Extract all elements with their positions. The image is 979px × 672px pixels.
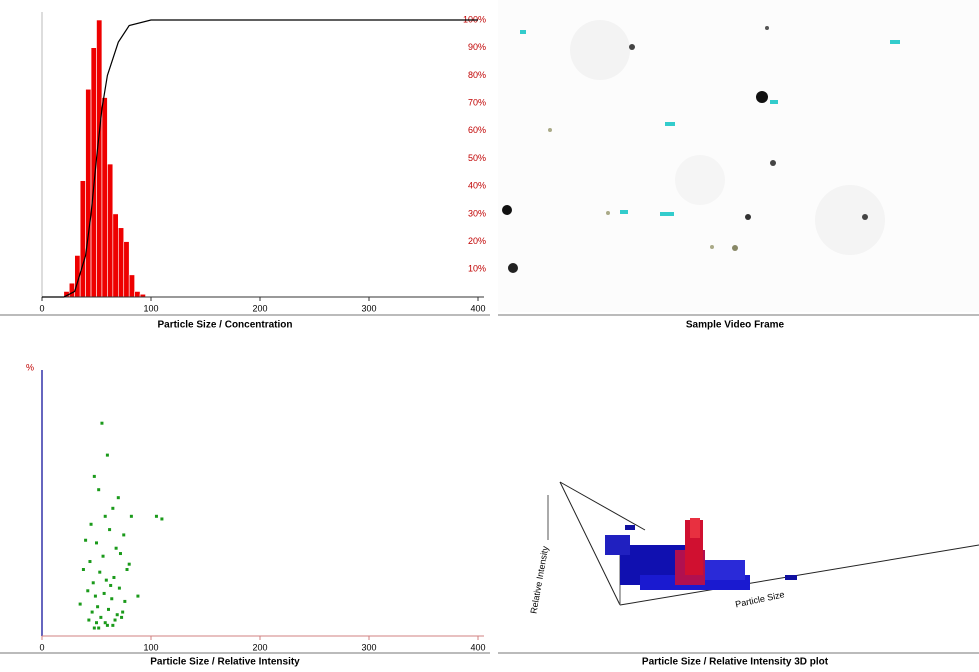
point	[97, 488, 100, 491]
point	[136, 595, 139, 598]
y2-tick-label: 40%	[468, 181, 486, 191]
bar	[118, 228, 123, 297]
point	[91, 611, 94, 614]
point	[92, 581, 95, 584]
y2-tick-label: 20%	[468, 236, 486, 246]
point	[86, 589, 89, 592]
report: Particle Size / Concentration Sample Vid…	[0, 0, 979, 672]
point	[94, 595, 97, 598]
y-label: %	[26, 362, 34, 372]
point	[79, 603, 82, 606]
point	[130, 515, 133, 518]
point	[90, 523, 93, 526]
point	[107, 608, 110, 611]
point	[109, 584, 112, 587]
point	[99, 616, 102, 619]
y2-tick-label: 50%	[468, 153, 486, 163]
caption: Particle Size / Relative Intensity	[150, 657, 300, 668]
point	[105, 579, 108, 582]
x-tick-label: 400	[470, 642, 485, 652]
y2-tick-label: 80%	[468, 70, 486, 80]
point	[126, 568, 129, 571]
x-tick-label: 100	[143, 303, 158, 313]
point	[117, 496, 120, 499]
point	[121, 611, 124, 614]
x-tick-label: 200	[252, 642, 267, 652]
bar	[135, 291, 140, 297]
point	[104, 621, 107, 624]
point	[100, 422, 103, 425]
point	[115, 547, 118, 550]
bar	[102, 98, 107, 297]
point	[112, 576, 115, 579]
x-tick-label: 400	[470, 303, 485, 313]
x-tick-label: 300	[361, 303, 376, 313]
point	[155, 515, 158, 518]
bar	[69, 283, 74, 297]
point	[120, 616, 123, 619]
point	[93, 627, 96, 630]
x-tick-label: 200	[252, 303, 267, 313]
point	[103, 592, 106, 595]
point	[119, 552, 122, 555]
point	[93, 475, 96, 478]
point	[87, 619, 90, 622]
point	[111, 624, 114, 627]
caption: Particle Size / Concentration	[157, 320, 292, 331]
point	[88, 560, 91, 563]
y2-tick-label: 70%	[468, 97, 486, 107]
point	[102, 555, 105, 558]
bar	[80, 181, 85, 297]
point	[118, 587, 121, 590]
caption: Sample Video Frame	[686, 320, 785, 331]
bar	[129, 275, 134, 297]
point	[128, 563, 131, 566]
point	[104, 515, 107, 518]
point	[123, 600, 126, 603]
point	[106, 454, 109, 457]
point	[96, 605, 99, 608]
point	[82, 568, 85, 571]
y2-tick-label: 60%	[468, 125, 486, 135]
point	[84, 539, 87, 542]
axis-label: Relative Intensity	[529, 545, 551, 615]
y2-tick-label: 90%	[468, 42, 486, 52]
bar	[86, 89, 91, 297]
plot-3d-bars	[605, 518, 797, 590]
bar	[124, 242, 129, 297]
bar	[97, 20, 102, 297]
point	[114, 619, 117, 622]
caption: Particle Size / Relative Intensity 3D pl…	[642, 657, 829, 668]
point	[122, 533, 125, 536]
x-tick-label: 300	[361, 642, 376, 652]
point	[97, 627, 100, 630]
point	[160, 517, 163, 520]
y2-tick-label: 10%	[468, 264, 486, 274]
x-tick-label: 100	[143, 642, 158, 652]
point	[116, 613, 119, 616]
video-frame	[498, 0, 979, 312]
x-tick-label: 0	[39, 642, 44, 652]
point	[108, 528, 111, 531]
y2-tick-label: 30%	[468, 208, 486, 218]
point	[95, 541, 98, 544]
y2-tick-label: 100%	[463, 14, 486, 24]
point	[106, 624, 109, 627]
x-tick-label: 0	[39, 303, 44, 313]
bar	[107, 164, 112, 297]
bar	[113, 214, 118, 297]
point	[111, 507, 114, 510]
axis-label: Particle Size	[734, 589, 785, 609]
point	[110, 597, 113, 600]
point	[95, 621, 98, 624]
point	[98, 571, 101, 574]
